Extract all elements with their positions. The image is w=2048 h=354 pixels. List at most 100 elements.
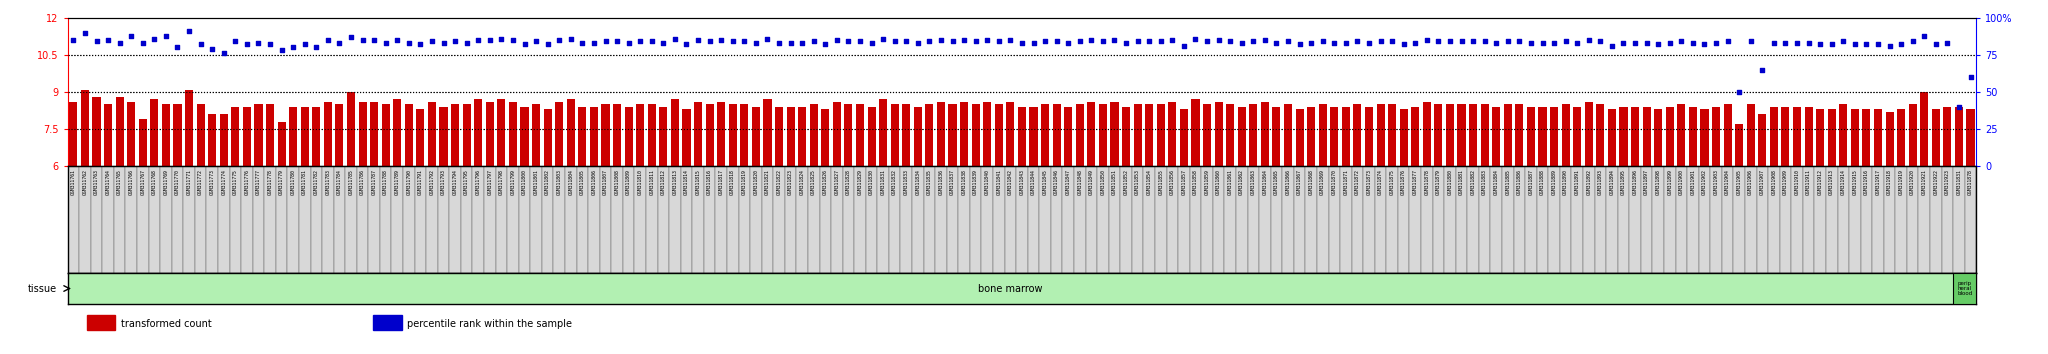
Point	[311, 37, 344, 43]
Point	[786, 40, 819, 46]
Text: GSM311814: GSM311814	[684, 170, 688, 195]
Bar	[1827, 166, 1837, 273]
Text: GSM311766: GSM311766	[129, 170, 133, 195]
Point	[184, 42, 217, 47]
Bar	[1282, 166, 1294, 273]
Text: GSM311781: GSM311781	[303, 170, 307, 195]
Text: GSM311910: GSM311910	[1794, 170, 1800, 195]
Bar	[926, 104, 934, 166]
Bar	[797, 166, 809, 273]
Bar	[645, 166, 657, 273]
Text: GSM311905: GSM311905	[1737, 170, 1741, 195]
Bar	[1270, 166, 1282, 273]
Bar	[1202, 104, 1210, 166]
Bar	[948, 104, 956, 166]
Bar	[866, 166, 877, 273]
Point	[924, 37, 956, 43]
Bar	[80, 166, 90, 273]
Bar	[1929, 166, 1942, 273]
Text: GSM311902: GSM311902	[1702, 170, 1706, 195]
Text: GSM311863: GSM311863	[1251, 170, 1255, 195]
Point	[659, 36, 692, 41]
Bar	[324, 102, 332, 166]
Bar	[266, 104, 274, 166]
Bar	[1884, 166, 1894, 273]
Bar	[381, 104, 389, 166]
Bar	[877, 166, 889, 273]
Bar	[1503, 104, 1511, 166]
Bar	[637, 104, 645, 166]
Bar	[879, 99, 887, 166]
Point	[207, 51, 240, 56]
Text: GSM311866: GSM311866	[1286, 170, 1290, 195]
Bar	[264, 166, 276, 273]
Bar	[483, 166, 496, 273]
Text: GSM311906: GSM311906	[1749, 170, 1753, 195]
Bar	[115, 97, 123, 166]
Bar	[670, 166, 680, 273]
Point	[1849, 42, 1882, 47]
Bar	[1745, 166, 1757, 273]
Text: GSM311864: GSM311864	[1262, 170, 1268, 195]
Bar	[936, 102, 944, 166]
Bar	[784, 166, 797, 273]
Bar	[1235, 166, 1247, 273]
Bar	[1063, 166, 1073, 273]
Text: GSM311799: GSM311799	[510, 170, 516, 195]
Bar	[1073, 166, 1085, 273]
Bar	[371, 102, 379, 166]
Bar	[1595, 104, 1604, 166]
Text: GSM311820: GSM311820	[754, 170, 758, 195]
Bar	[657, 166, 670, 273]
Bar	[301, 107, 309, 166]
Bar	[1769, 107, 1778, 166]
Text: GSM311764: GSM311764	[106, 170, 111, 195]
Text: GSM311769: GSM311769	[164, 170, 168, 195]
Point	[1063, 39, 1096, 44]
Text: GSM311858: GSM311858	[1194, 170, 1198, 195]
Text: GSM311801: GSM311801	[535, 170, 539, 195]
Point	[1919, 42, 1952, 47]
Bar	[995, 104, 1004, 166]
Bar	[1550, 107, 1559, 166]
Text: GSM311918: GSM311918	[1886, 170, 1892, 195]
Bar	[1212, 166, 1225, 273]
Point	[1098, 37, 1130, 43]
Point	[416, 39, 449, 44]
Point	[866, 36, 899, 41]
Text: GSM311898: GSM311898	[1655, 170, 1661, 195]
Bar	[672, 99, 680, 166]
Text: GSM311859: GSM311859	[1204, 170, 1210, 195]
Bar	[1585, 102, 1593, 166]
Bar	[1827, 109, 1835, 166]
Point	[1665, 39, 1698, 44]
Point	[705, 37, 737, 43]
Bar	[555, 102, 563, 166]
Text: GSM311849: GSM311849	[1090, 170, 1094, 195]
Text: GSM311894: GSM311894	[1610, 170, 1614, 195]
Bar	[856, 104, 864, 166]
Text: GSM311812: GSM311812	[662, 170, 666, 195]
Bar	[1907, 166, 1919, 273]
Bar	[1563, 104, 1569, 166]
Bar	[1065, 107, 1073, 166]
Bar	[610, 166, 623, 273]
Bar	[1663, 166, 1675, 273]
Text: GSM311793: GSM311793	[440, 170, 446, 195]
Text: GSM311789: GSM311789	[395, 170, 399, 195]
Bar	[1374, 166, 1386, 273]
Bar	[1458, 104, 1466, 166]
Text: GSM311897: GSM311897	[1645, 170, 1649, 195]
Point	[1167, 43, 1200, 49]
Text: GSM311874: GSM311874	[1378, 170, 1382, 195]
Point	[428, 40, 461, 46]
Bar	[1122, 107, 1130, 166]
Bar	[1214, 102, 1223, 166]
Point	[1548, 39, 1581, 44]
Point	[1747, 67, 1780, 73]
Text: GSM311876: GSM311876	[1401, 170, 1407, 195]
Bar	[1792, 166, 1802, 273]
Bar	[834, 102, 842, 166]
Point	[1896, 39, 1929, 44]
Bar	[682, 109, 690, 166]
